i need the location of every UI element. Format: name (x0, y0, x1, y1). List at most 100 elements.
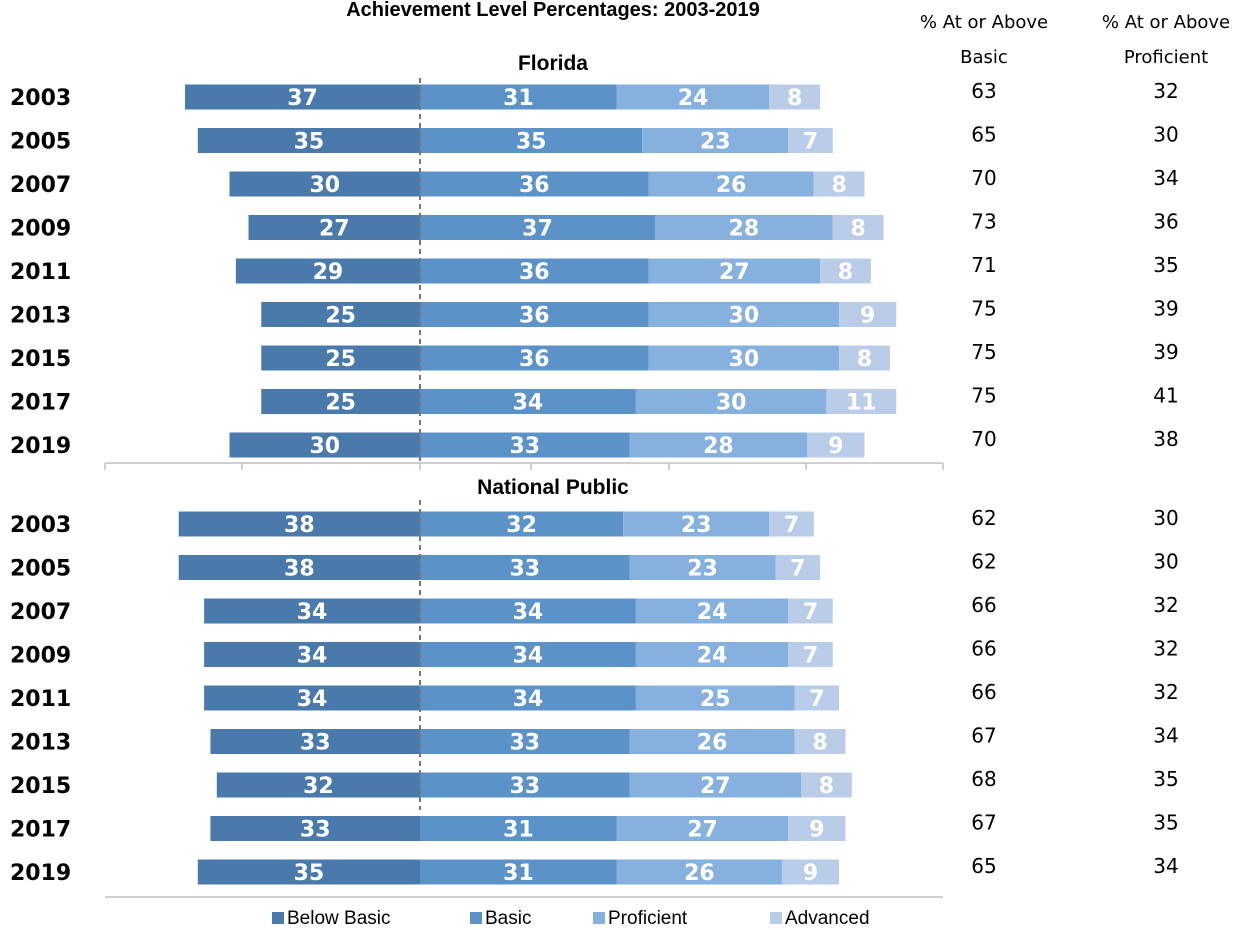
year-label: 2005 (10, 557, 71, 582)
bar-segment-advanced (826, 389, 897, 414)
data-label-below-basic: 37 (287, 86, 318, 111)
bar-segment-basic (420, 258, 649, 284)
bar-segment-basic (420, 685, 636, 711)
at-or-above-proficient-value: 34 (1153, 854, 1178, 878)
bar-segment-below-basic (261, 345, 420, 371)
bar-segment-basic (420, 345, 649, 371)
year-label: 2013 (10, 731, 71, 756)
year-label: 2019 (10, 434, 71, 459)
data-label-below-basic: 33 (300, 731, 331, 756)
data-label-basic: 36 (519, 260, 550, 285)
data-label-below-basic: 38 (284, 513, 315, 538)
bar-segment-below-basic (197, 128, 420, 153)
data-label-proficient: 23 (687, 557, 718, 582)
year-label: 2013 (10, 304, 71, 329)
data-label-advanced: 9 (860, 304, 875, 329)
bar-segment-proficient (635, 389, 827, 414)
bar-segment-advanced (788, 816, 846, 841)
data-label-proficient: 26 (697, 731, 728, 756)
bar-segment-basic (420, 511, 624, 537)
bar-row: 2017 25 34 30 11 75 41 (10, 384, 1179, 416)
data-label-below-basic: 38 (284, 557, 315, 582)
data-label-basic: 34 (513, 644, 544, 669)
bar-segment-basic (420, 555, 630, 580)
bar-row: 2019 35 31 26 9 65 34 (10, 854, 1179, 886)
at-or-above-proficient-value: 35 (1153, 811, 1178, 835)
legend-swatch (770, 912, 782, 924)
data-label-basic: 36 (519, 347, 550, 372)
bar-segment-basic (420, 642, 636, 667)
data-label-basic: 35 (516, 130, 547, 155)
year-label: 2011 (10, 260, 71, 285)
bar-segment-proficient (629, 729, 795, 754)
bar-row: 2007 34 34 24 7 66 32 (10, 593, 1179, 625)
bar-segment-basic (420, 215, 655, 240)
legend-label: Basic (485, 908, 531, 929)
bar-segment-proficient (616, 84, 770, 110)
at-or-above-proficient-value: 32 (1153, 593, 1178, 617)
column-header-proficient: % At or Above Proficient (1102, 12, 1230, 68)
data-label-below-basic: 35 (294, 130, 325, 155)
bar-segment-advanced (788, 128, 833, 153)
data-label-proficient: 30 (729, 347, 760, 372)
data-label-basic: 36 (519, 173, 550, 198)
bar-segment-advanced (788, 642, 833, 667)
at-or-above-proficient-value: 41 (1153, 384, 1178, 408)
data-label-advanced: 7 (809, 687, 824, 712)
data-label-basic: 31 (503, 86, 534, 111)
legend-label: Proficient (608, 908, 688, 929)
data-label-proficient: 24 (697, 600, 728, 625)
bar-row: 2009 34 34 24 7 66 32 (10, 637, 1179, 669)
data-label-basic: 36 (519, 304, 550, 329)
at-or-above-proficient-value: 35 (1153, 253, 1178, 277)
at-or-above-basic-value: 67 (971, 811, 996, 835)
year-label: 2009 (10, 217, 71, 242)
data-label-below-basic: 34 (297, 687, 328, 712)
year-label: 2019 (10, 861, 71, 886)
year-label: 2003 (10, 513, 71, 538)
bar-segment-below-basic (204, 642, 420, 667)
data-label-basic: 33 (509, 434, 540, 459)
column-header-proficient-line1: % At or Above (1102, 12, 1230, 33)
bar-segment-basic (420, 171, 649, 197)
year-label: 2007 (10, 173, 71, 198)
column-header-basic: % At or Above Basic (920, 12, 1048, 68)
at-or-above-proficient-value: 35 (1153, 767, 1178, 791)
at-or-above-basic-value: 62 (971, 550, 996, 574)
bar-row: 2013 33 33 26 8 67 34 (10, 724, 1179, 756)
data-label-proficient: 25 (700, 687, 731, 712)
data-label-proficient: 27 (719, 260, 750, 285)
at-or-above-proficient-value: 36 (1153, 210, 1178, 234)
bar-row: 2011 29 36 27 8 71 35 (10, 253, 1179, 285)
bar-segment-below-basic (261, 389, 420, 414)
data-label-below-basic: 25 (325, 391, 356, 416)
data-label-basic: 31 (503, 818, 534, 843)
data-label-below-basic: 30 (309, 434, 340, 459)
bar-segment-advanced (839, 302, 897, 327)
at-or-above-proficient-value: 34 (1153, 724, 1178, 748)
data-label-basic: 31 (503, 861, 534, 886)
bar-row: 2013 25 36 30 9 75 39 (10, 297, 1179, 329)
legend-swatch (593, 912, 605, 924)
at-or-above-proficient-value: 32 (1153, 680, 1178, 704)
data-label-below-basic: 25 (325, 304, 356, 329)
data-label-advanced: 7 (790, 557, 805, 582)
bar-segment-proficient (616, 816, 789, 841)
bar-segment-proficient (623, 511, 770, 537)
data-label-below-basic: 27 (319, 217, 350, 242)
bar-row: 2007 30 36 26 8 70 34 (10, 166, 1179, 198)
bar-row: 2019 30 33 28 9 70 38 (10, 427, 1179, 459)
data-label-proficient: 24 (678, 86, 709, 111)
data-label-basic: 33 (509, 774, 540, 799)
data-label-proficient: 26 (684, 861, 715, 886)
bar-row: 2003 38 32 23 7 62 30 (10, 506, 1179, 538)
bar-segment-below-basic (229, 171, 420, 197)
at-or-above-basic-value: 65 (971, 854, 996, 878)
bar-segment-below-basic (216, 772, 420, 798)
at-or-above-basic-value: 75 (971, 340, 996, 364)
data-label-below-basic: 33 (300, 818, 331, 843)
bar-segment-proficient (648, 302, 840, 327)
at-or-above-proficient-value: 39 (1153, 340, 1178, 364)
data-label-proficient: 28 (703, 434, 734, 459)
